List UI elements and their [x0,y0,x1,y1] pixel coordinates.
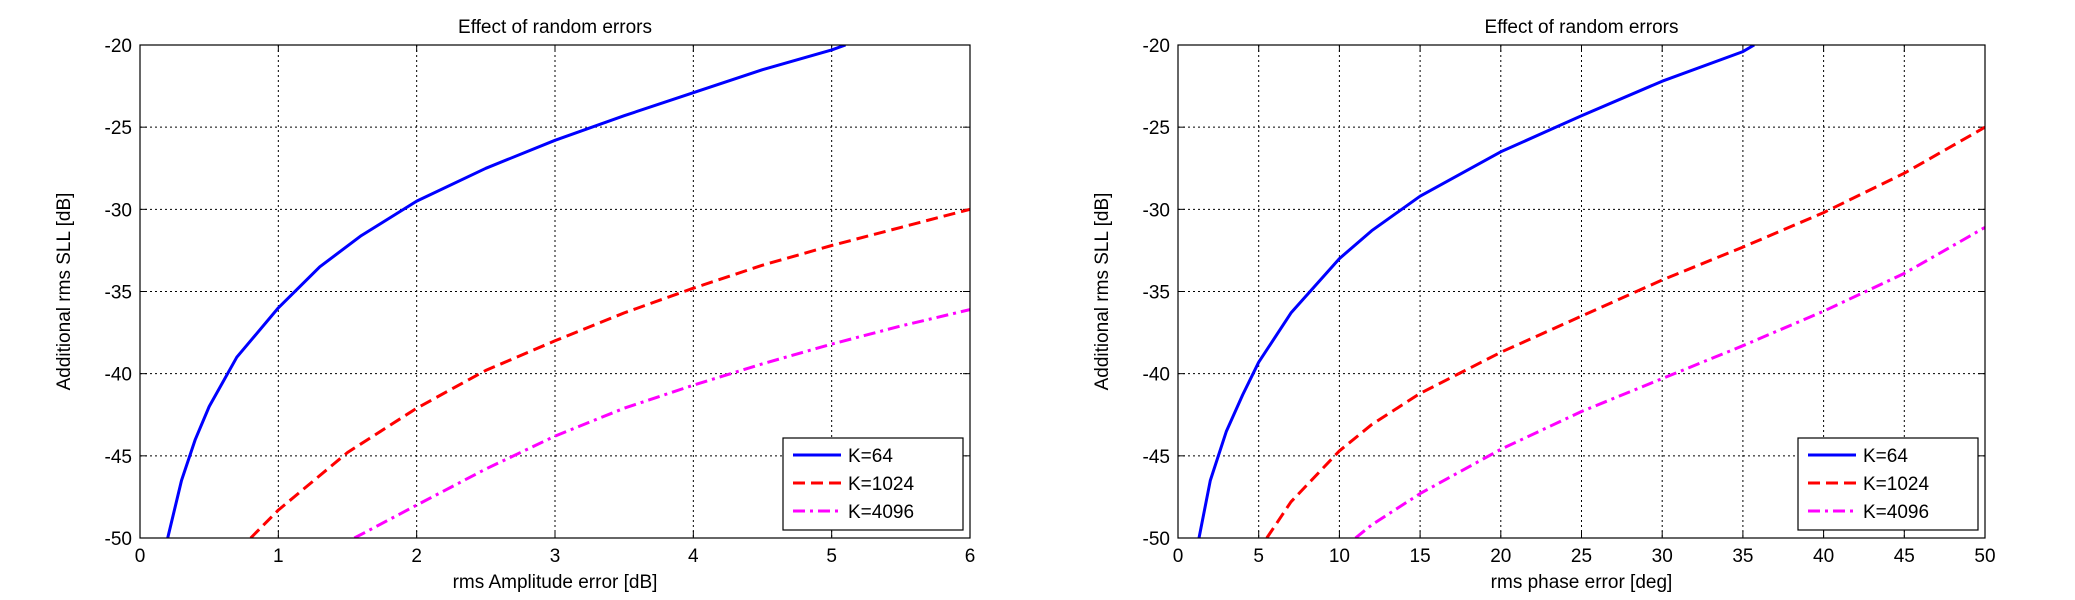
x-tick-label: 0 [1173,546,1184,567]
x-tick-label: 5 [826,546,837,567]
x-tick-label: 10 [1329,546,1350,567]
legend-label-3: K=4096 [848,502,914,523]
x-tick-label: 35 [1732,546,1753,567]
y-tick-label: -45 [1143,447,1170,468]
x-tick-label: 6 [965,546,976,567]
chart-title: Effect of random errors [1485,17,1679,38]
legend: K=64 K=1024 K=4096 [782,437,964,531]
series-line-3 [1354,226,1985,538]
chart-title: Effect of random errors [458,17,652,38]
y-tick-label: -30 [1143,200,1170,221]
y-tick-label: -35 [105,283,132,304]
x-tick-label: 2 [411,546,422,567]
x-tick-label: 20 [1490,546,1511,567]
legend: K=64 K=1024 K=4096 [1797,437,1979,531]
x-tick-label: 4 [688,546,699,567]
x-axis-label: rms Amplitude error [dB] [453,572,658,593]
y-tick-label: -25 [1143,118,1170,139]
y-tick-label: -20 [105,36,132,57]
y-tick-label: -50 [105,529,132,550]
series-line-1 [166,45,847,538]
legend-label-2: K=1024 [1863,474,1929,495]
legend-label-1: K=64 [1863,446,1908,467]
x-tick-label: 45 [1894,546,1915,567]
y-tick-label: -40 [1143,365,1170,386]
legend-label-3: K=4096 [1863,502,1929,523]
x-tick-label: 0 [135,546,146,567]
x-tick-label: 30 [1652,546,1673,567]
plot-border [1177,44,1986,539]
x-tick-label: 40 [1813,546,1834,567]
y-tick-label: -45 [105,447,132,468]
x-axis-label: rms phase error [deg] [1491,572,1673,593]
x-tick-label: 25 [1571,546,1592,567]
series-line-2 [1265,125,1985,538]
series-line-3 [353,308,970,538]
y-tick-label: -50 [1143,529,1170,550]
x-tick-label: 3 [550,546,561,567]
legend-label-1: K=64 [848,446,893,467]
y-tick-label: -40 [105,365,132,386]
legend-label-2: K=1024 [848,474,914,495]
y-axis-label: Additional rms SLL [dB] [54,193,75,391]
y-tick-label: -30 [105,200,132,221]
y-tick-label: -35 [1143,283,1170,304]
series-line-1 [1197,45,1755,538]
y-axis-label: Additional rms SLL [dB] [1092,193,1113,391]
y-tick-label: -20 [1143,36,1170,57]
plot-border [139,44,971,539]
x-tick-label: 15 [1410,546,1431,567]
chart-2: 0 5 10 15 20 25 30 35 40 45 50 -20 -25 -30 -35 -40 -45 -5… [1092,17,1996,593]
x-tick-label: 1 [273,546,284,567]
series-line-2 [249,207,970,538]
x-tick-label: 5 [1253,546,1264,567]
chart-1: 0 1 2 3 4 5 6 -20 -25 -30 -35 -40 -45 -50 Effect of ra… [54,17,975,593]
y-tick-label: -25 [105,118,132,139]
x-tick-label: 50 [1974,546,1995,567]
